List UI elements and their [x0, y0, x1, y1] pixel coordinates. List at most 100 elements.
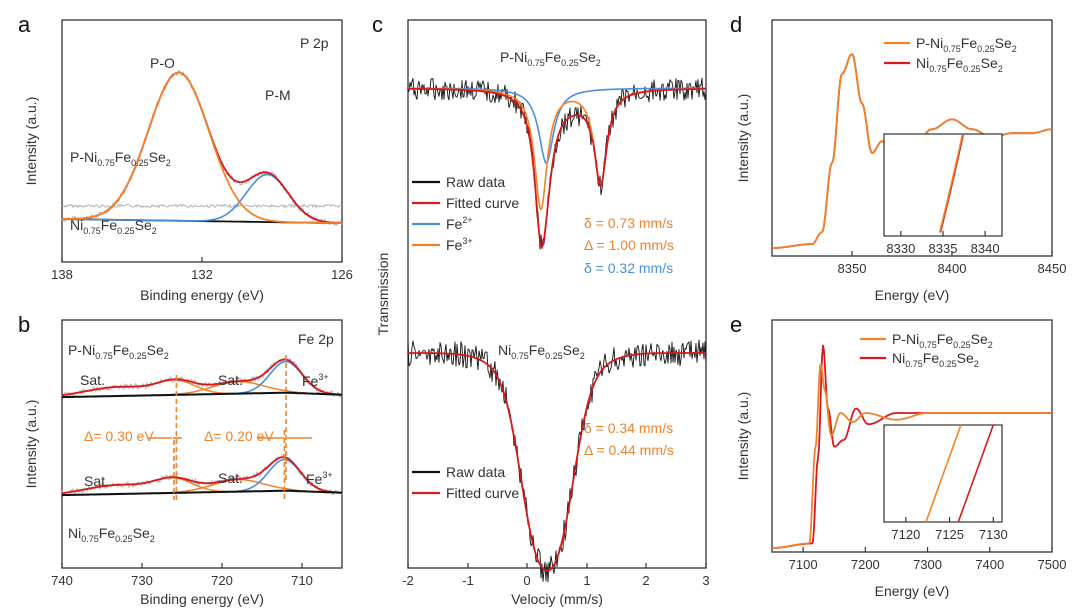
- panel-a-label: a: [18, 12, 31, 37]
- b-top-raw-data: [61, 358, 343, 398]
- e-tick-label: 7200: [851, 557, 880, 572]
- panel-b-frame: [61, 319, 343, 569]
- d-tick-label: 8450: [1038, 261, 1067, 276]
- d-inset-ticks: 8330 8335 8340: [886, 231, 1000, 256]
- panel-a-ylabel: Intensity (a.u.): [23, 97, 39, 186]
- panel-e: e P-Ni0.75Fe0.25Se2 Ni0.75Fe0.25Se2 7120…: [730, 312, 1066, 599]
- c-tick-label: 2: [642, 573, 649, 588]
- panel-a-x-ticks: 138 132 126: [51, 257, 353, 282]
- panel-e-frame: [771, 319, 1053, 553]
- panel-a-xlabel: Binding energy (eV): [140, 287, 264, 303]
- panel-c-ylabel: Transmission: [375, 253, 391, 336]
- c-top-fe2-component: [408, 87, 706, 164]
- fe3-label-2: Fe3+: [306, 470, 333, 487]
- param-top-delta-iso: δ = 0.73 mm/s: [584, 215, 673, 231]
- legend-fe3: Fe3+: [446, 236, 473, 253]
- legend2-fitted-curve: Fitted curve: [446, 485, 519, 501]
- a-fitted-curve: [62, 71, 343, 224]
- legend-fe2: Fe2+: [446, 215, 473, 232]
- panel-c-x-ticks: -2 -1 0 1 2 3: [402, 563, 710, 588]
- param-top-quad: Δ = 1.00 mm/s: [584, 237, 674, 253]
- d-inset-tick-label: 8340: [971, 241, 1000, 256]
- panel-d: d P-Ni0.75Fe0.25Se2 Ni0.75Fe0.25Se2 8330…: [730, 12, 1066, 303]
- e-legend-label-2: Ni0.75Fe0.25Se2: [892, 350, 979, 369]
- panel-e-inset: 7120 7125 7130: [883, 424, 1008, 542]
- panel-e-curves: [772, 344, 1052, 549]
- b-bottom-baseline: [62, 489, 342, 497]
- c-bottom-raw-data: [407, 339, 707, 583]
- panel-e-label: e: [730, 312, 742, 337]
- d-tick-label: 8350: [838, 261, 867, 276]
- panel-c-label: c: [372, 12, 383, 37]
- p-o-label: P-O: [150, 55, 175, 71]
- c-tick-label: 0: [523, 573, 530, 588]
- sat-label-4: Sat.: [218, 470, 243, 486]
- delta-label-2: Δ= 0.20 eV: [204, 428, 274, 444]
- a-tick-label: 132: [191, 267, 213, 282]
- panel-a-curves: [61, 69, 343, 226]
- e-tick-label: 7300: [913, 557, 942, 572]
- panel-b-sample-1: P-Ni0.75Fe0.25Se2: [68, 342, 169, 361]
- e-inset-tick-label: 7130: [979, 527, 1008, 542]
- panel-c-curves: [407, 77, 707, 583]
- panel-d-inset: 8330 8335 8340: [883, 133, 1003, 256]
- panel-a-sample-2: Ni0.75Fe0.25Se2: [70, 217, 157, 236]
- panel-c-legend-1: Raw data Fitted curve Fe2+ Fe3+: [412, 174, 519, 253]
- e-inset-tick-label: 7125: [935, 527, 964, 542]
- param-bottom-delta-iso: δ = 0.34 mm/s: [584, 420, 673, 436]
- c-bottom-fitted-curve: [408, 352, 706, 572]
- panel-b-label: b: [18, 312, 30, 337]
- panel-d-xlabel: Energy (eV): [875, 287, 950, 303]
- e-tick-label: 7100: [789, 557, 818, 572]
- panel-c-sample-1: P-Ni0.75Fe0.25Se2: [500, 49, 601, 68]
- panel-d-frame: [771, 19, 1053, 257]
- panel-d-ylabel: Intensity (a.u.): [735, 94, 751, 183]
- c-tick-label: -2: [402, 573, 414, 588]
- legend-raw-data: Raw data: [446, 174, 505, 190]
- c-tick-label: 1: [583, 573, 590, 588]
- delta-label-1: Δ= 0.30 eV: [84, 428, 154, 444]
- b-bottom-fitted-curve: [61, 456, 343, 495]
- p-m-label: P-M: [265, 87, 291, 103]
- d-inset-curve-p-ni: [938, 134, 964, 233]
- sat-label-1: Sat.: [80, 372, 105, 388]
- d-legend-label-2: Ni0.75Fe0.25Se2: [916, 55, 1003, 74]
- a-tick-label: 126: [331, 267, 353, 282]
- panel-b: b Fe 2p P-Ni0.75Fe0.25Se2 Sat. Sat. Fe3+…: [18, 312, 343, 607]
- d-inset-tick-label: 8335: [929, 241, 958, 256]
- b-tick-label: 740: [51, 573, 73, 588]
- b-top-baseline: [62, 391, 342, 399]
- panel-d-label: d: [730, 12, 742, 37]
- a-raw-data-sample-1: [61, 69, 343, 226]
- e-tick-label: 7400: [975, 557, 1004, 572]
- panel-c-sample-2: Ni0.75Fe0.25Se2: [498, 342, 585, 361]
- panel-e-x-ticks: 7100 7200 7300 7400 7500: [789, 547, 1067, 572]
- fe3-label-1: Fe3+: [302, 372, 329, 389]
- panel-e-legend: P-Ni0.75Fe0.25Se2 Ni0.75Fe0.25Se2: [860, 331, 993, 369]
- panel-b-xlabel: Binding energy (eV): [140, 591, 264, 607]
- sat-label-3: Sat.: [84, 473, 109, 489]
- param-bottom-quad: Δ = 0.44 mm/s: [584, 442, 674, 458]
- panel-b-ylabel: Intensity (a.u.): [23, 400, 39, 489]
- legend2-raw-data: Raw data: [446, 464, 505, 480]
- panel-a: a P 2p P-O P-M P-Ni0.75Fe0.25Se2 Ni0.75F…: [18, 12, 353, 303]
- e-legend-label-1: P-Ni0.75Fe0.25Se2: [892, 331, 993, 350]
- b-tick-label: 710: [291, 573, 313, 588]
- sat-label-2: Sat.: [218, 372, 243, 388]
- e-inset-tick-label: 7120: [891, 527, 920, 542]
- d-tick-label: 8400: [938, 261, 967, 276]
- c-tick-label: 3: [702, 573, 709, 588]
- e-tick-label: 7500: [1038, 557, 1067, 572]
- panel-a-sample-1: P-Ni0.75Fe0.25Se2: [70, 149, 171, 168]
- e-curve-p-ni: [772, 363, 1052, 549]
- c-top-fitted-curve: [407, 87, 706, 249]
- d-legend-label-1: P-Ni0.75Fe0.25Se2: [916, 35, 1017, 54]
- panel-c-frame: [407, 19, 707, 569]
- panel-b-sample-2: Ni0.75Fe0.25Se2: [68, 525, 155, 544]
- b-tick-label: 730: [131, 573, 153, 588]
- panel-a-title: P 2p: [300, 35, 329, 51]
- e-inset-curve-p-ni: [925, 424, 962, 523]
- panel-b-curves: [61, 355, 343, 500]
- panel-d-legend: P-Ni0.75Fe0.25Se2 Ni0.75Fe0.25Se2: [884, 35, 1017, 74]
